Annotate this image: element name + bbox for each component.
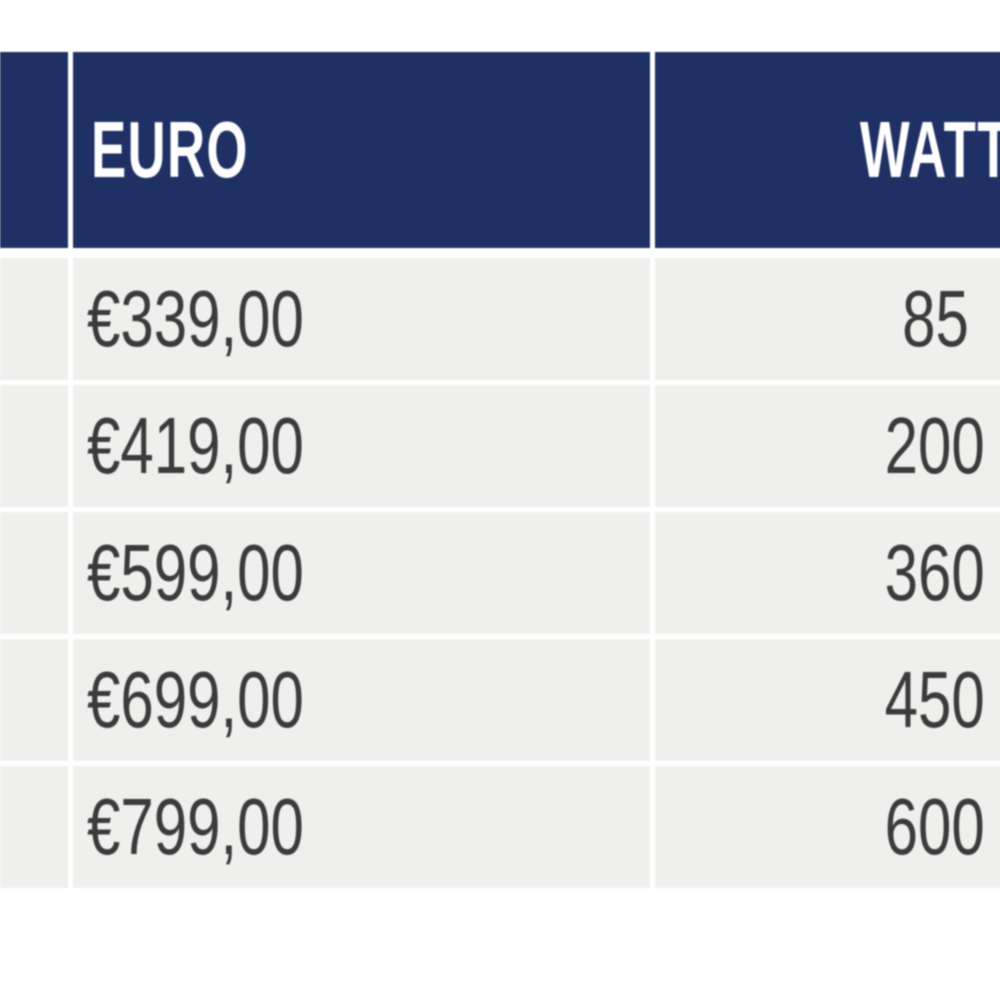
table-row: €339,00 85 (0, 258, 1000, 380)
watt-column-label: WATT (859, 105, 1000, 194)
watt-value: 600 (884, 782, 986, 871)
watt-value: 360 (884, 528, 986, 617)
price-value: €419,00 (87, 401, 304, 490)
price-cell: €419,00 (73, 385, 650, 507)
table-row: €699,00 450 (0, 639, 1000, 761)
watt-cell: 600 (655, 766, 1000, 888)
price-cell: €599,00 (73, 512, 650, 634)
price-cell: €799,00 (73, 766, 650, 888)
table-row: €419,00 200 (0, 385, 1000, 507)
price-value: €339,00 (87, 274, 304, 363)
watt-cell: 200 (655, 385, 1000, 507)
cell-left-partial (0, 766, 68, 888)
watt-value: 450 (884, 655, 986, 744)
table-header-row: EURO WATT (0, 52, 1000, 248)
watt-value: 85 (901, 274, 969, 363)
cell-left-partial (0, 512, 68, 634)
header-cell-left-partial (0, 52, 68, 248)
price-value: €799,00 (87, 782, 304, 871)
cell-left-partial (0, 258, 68, 380)
price-cell: €699,00 (73, 639, 650, 761)
cell-left-partial (0, 639, 68, 761)
price-value: €699,00 (87, 655, 304, 744)
watt-cell: 85 (655, 258, 1000, 380)
cell-left-partial (0, 385, 68, 507)
header-cell-euro: EURO (73, 52, 650, 248)
watt-cell: 360 (655, 512, 1000, 634)
header-cell-watt: WATT (655, 52, 1000, 248)
watt-cell: 450 (655, 639, 1000, 761)
table-row: €599,00 360 (0, 512, 1000, 634)
euro-column-label: EURO (90, 105, 249, 194)
table-row: €799,00 600 (0, 766, 1000, 888)
watt-value: 200 (884, 401, 986, 490)
price-value: €599,00 (87, 528, 304, 617)
price-cell: €339,00 (73, 258, 650, 380)
price-table: EURO WATT €339,00 85 €419,00 200 (0, 52, 1000, 888)
